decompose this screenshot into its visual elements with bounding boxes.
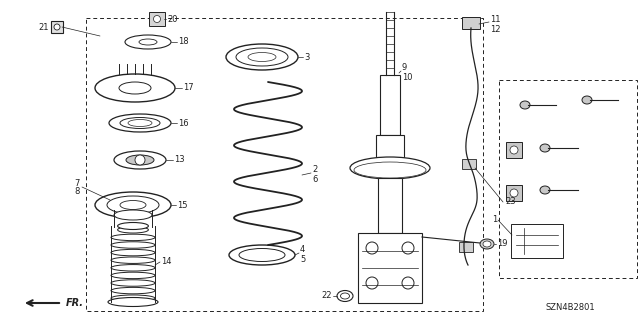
Text: 15: 15 [177, 201, 188, 210]
Ellipse shape [239, 249, 285, 262]
FancyBboxPatch shape [376, 135, 404, 170]
Ellipse shape [248, 53, 276, 62]
Text: 7: 7 [75, 179, 80, 188]
Ellipse shape [126, 155, 154, 165]
FancyBboxPatch shape [511, 224, 563, 258]
Circle shape [402, 277, 414, 289]
Text: 22: 22 [321, 292, 332, 300]
Ellipse shape [111, 249, 155, 256]
Ellipse shape [520, 101, 530, 109]
FancyBboxPatch shape [462, 17, 480, 29]
Text: 4: 4 [300, 244, 305, 254]
Ellipse shape [480, 239, 494, 249]
FancyBboxPatch shape [506, 185, 522, 201]
Circle shape [366, 277, 378, 289]
Ellipse shape [540, 186, 550, 194]
FancyBboxPatch shape [358, 233, 422, 303]
Text: 8: 8 [75, 188, 80, 197]
Ellipse shape [236, 48, 288, 66]
FancyBboxPatch shape [462, 159, 476, 169]
Bar [86, 18, 483, 311]
Text: 10: 10 [402, 73, 413, 83]
Text: 12: 12 [490, 25, 500, 33]
Ellipse shape [118, 226, 148, 233]
Ellipse shape [111, 257, 155, 263]
Ellipse shape [95, 192, 171, 218]
FancyBboxPatch shape [459, 242, 473, 252]
Text: 1: 1 [492, 216, 497, 225]
Circle shape [154, 16, 161, 23]
Ellipse shape [226, 44, 298, 70]
FancyBboxPatch shape [380, 75, 400, 135]
Ellipse shape [374, 163, 406, 173]
Ellipse shape [120, 201, 146, 210]
FancyBboxPatch shape [506, 142, 522, 158]
Text: 13: 13 [174, 155, 184, 165]
FancyBboxPatch shape [51, 21, 63, 33]
Circle shape [135, 155, 145, 165]
Ellipse shape [139, 39, 157, 45]
Ellipse shape [483, 241, 491, 247]
Text: 6: 6 [312, 175, 317, 184]
Ellipse shape [95, 74, 175, 102]
Ellipse shape [128, 120, 152, 127]
Text: FR.: FR. [66, 298, 84, 308]
Ellipse shape [111, 264, 155, 271]
Circle shape [402, 242, 414, 254]
Ellipse shape [125, 35, 171, 49]
Ellipse shape [111, 272, 155, 278]
Circle shape [366, 242, 378, 254]
Ellipse shape [229, 245, 295, 265]
Text: 14: 14 [161, 257, 172, 266]
Circle shape [510, 146, 518, 154]
Bar [499, 80, 637, 278]
Text: 23: 23 [505, 197, 516, 206]
FancyBboxPatch shape [149, 12, 165, 26]
Text: 9: 9 [402, 63, 407, 72]
Ellipse shape [540, 144, 550, 152]
Ellipse shape [111, 234, 155, 241]
Text: 17: 17 [183, 84, 194, 93]
Ellipse shape [111, 287, 155, 294]
Ellipse shape [119, 82, 151, 94]
Text: 19: 19 [497, 240, 508, 249]
Text: 21: 21 [38, 23, 49, 32]
Ellipse shape [109, 114, 171, 132]
Text: 16: 16 [178, 118, 189, 128]
Ellipse shape [111, 280, 155, 286]
Ellipse shape [354, 162, 426, 178]
Ellipse shape [120, 117, 160, 129]
Ellipse shape [118, 222, 148, 229]
Ellipse shape [111, 242, 155, 248]
Circle shape [510, 189, 518, 197]
Text: 11: 11 [490, 16, 500, 25]
Ellipse shape [337, 291, 353, 301]
Ellipse shape [582, 96, 592, 104]
Text: 20: 20 [167, 14, 177, 24]
Ellipse shape [108, 298, 158, 307]
Ellipse shape [350, 157, 430, 179]
Text: 5: 5 [300, 255, 305, 263]
Text: SZN4B2801: SZN4B2801 [545, 302, 595, 311]
Ellipse shape [107, 196, 159, 214]
Circle shape [54, 24, 60, 30]
Text: 2: 2 [312, 166, 317, 174]
Text: 18: 18 [178, 38, 189, 47]
Ellipse shape [114, 210, 152, 220]
FancyBboxPatch shape [378, 178, 402, 233]
Ellipse shape [114, 151, 166, 169]
Ellipse shape [340, 293, 349, 299]
Text: 3: 3 [304, 53, 309, 62]
Ellipse shape [111, 295, 155, 301]
